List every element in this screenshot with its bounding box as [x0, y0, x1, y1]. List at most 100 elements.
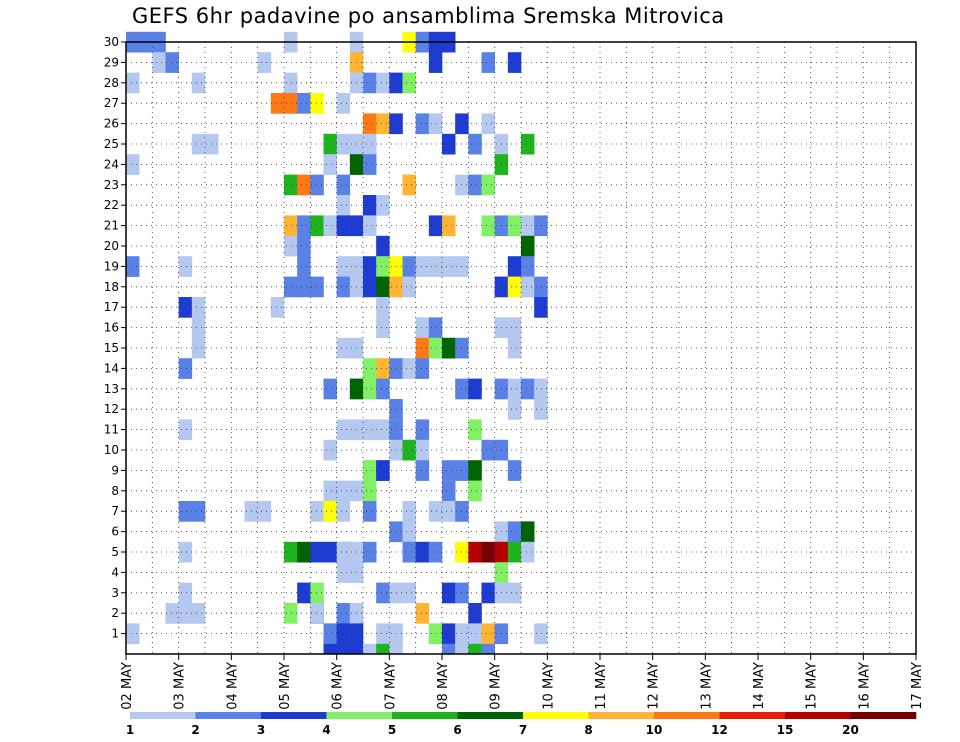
y-tick-label: 15	[104, 341, 119, 355]
cell-mark	[534, 276, 548, 298]
colorbar-label: 1	[126, 723, 134, 737]
cell-mark	[363, 501, 377, 522]
y-tick-label: 28	[104, 76, 119, 90]
cell-mark	[415, 358, 430, 379]
chart-title: GEFS 6hr padavine po ansamblima Sremska …	[132, 4, 725, 28]
y-tick-label: 18	[104, 280, 119, 294]
cell-mark	[376, 643, 390, 655]
cell-mark	[191, 337, 206, 359]
cell-mark	[428, 623, 443, 645]
y-tick-label: 24	[104, 157, 119, 171]
cells-layer	[126, 31, 548, 655]
cell-mark	[310, 174, 324, 196]
cell-mark	[336, 643, 351, 655]
cell-mark	[363, 215, 377, 237]
y-tick-label: 19	[104, 259, 119, 273]
cell-mark	[284, 276, 298, 298]
cell-mark	[521, 215, 535, 237]
cell-mark	[310, 582, 324, 604]
cell-mark	[428, 215, 443, 237]
cell-mark	[507, 256, 522, 277]
cell-mark	[428, 337, 443, 359]
cell-mark	[178, 256, 193, 277]
cell-mark	[376, 358, 390, 379]
cell-mark	[323, 154, 337, 175]
cell-mark	[481, 174, 495, 196]
cell-mark	[363, 276, 377, 298]
y-tick-label: 20	[104, 239, 119, 253]
cell-mark	[507, 337, 522, 359]
y-tick-label: 4	[111, 565, 119, 579]
cell-mark	[428, 317, 443, 339]
cell-mark	[521, 378, 535, 400]
colorbar-label: 3	[257, 723, 265, 737]
cell-mark	[152, 52, 166, 73]
x-tick-label: 05 MAY	[278, 662, 293, 710]
cell-mark	[297, 276, 311, 298]
cell-mark	[376, 419, 390, 441]
cell-mark	[297, 93, 311, 114]
x-tick-label: 15 MAY	[805, 662, 820, 710]
cell-mark	[284, 235, 298, 257]
cell-mark	[323, 133, 337, 155]
cell-mark	[455, 643, 469, 655]
y-tick-label: 3	[111, 586, 119, 600]
cell-mark	[521, 276, 535, 298]
cell-mark	[534, 297, 548, 318]
y-tick-label: 11	[104, 423, 119, 437]
cell-mark	[363, 419, 377, 441]
y-tick-label: 22	[104, 198, 119, 212]
cell-mark	[521, 235, 535, 257]
cell-mark	[481, 541, 495, 563]
colorbar-label: 6	[453, 723, 461, 737]
cell-mark	[507, 317, 522, 339]
cell-mark	[402, 72, 416, 94]
cell-mark	[428, 256, 443, 277]
y-axis: 1234567891011121314151617181920212223242…	[104, 35, 126, 641]
cell-mark	[521, 521, 535, 543]
cell-mark	[284, 72, 298, 94]
x-tick-label: 04 MAY	[225, 662, 240, 710]
cell-mark	[428, 541, 443, 563]
cell-mark	[284, 93, 298, 114]
cell-mark	[349, 643, 364, 655]
cell-mark	[363, 541, 377, 563]
cell-mark	[363, 154, 377, 175]
y-tick-label: 10	[104, 443, 119, 457]
cell-mark	[336, 480, 351, 502]
x-tick-label: 08 MAY	[436, 662, 451, 710]
cell-mark	[507, 521, 522, 543]
cell-mark	[402, 276, 416, 298]
cell-mark	[442, 215, 456, 237]
x-tick-label: 09 MAY	[489, 662, 504, 710]
cell-mark	[534, 215, 548, 237]
cell-mark	[415, 439, 430, 461]
cell-mark	[336, 419, 351, 441]
cell-mark	[481, 52, 495, 73]
cell-mark	[336, 501, 351, 522]
y-tick-label: 5	[111, 545, 119, 559]
cell-mark	[415, 113, 430, 135]
cell-mark	[310, 501, 324, 522]
cell-mark	[481, 439, 495, 461]
y-tick-label: 29	[104, 55, 119, 69]
x-tick-label: 06 MAY	[331, 662, 346, 710]
cell-mark	[336, 623, 351, 645]
cell-mark	[310, 603, 324, 624]
cell-mark	[376, 113, 390, 135]
cell-mark	[389, 643, 403, 655]
cell-mark	[415, 460, 430, 481]
cell-mark	[468, 603, 482, 624]
y-tick-label: 27	[104, 96, 119, 110]
y-tick-label: 1	[111, 627, 119, 641]
colorbar-label: 15	[777, 723, 794, 737]
x-tick-label: 16 MAY	[857, 662, 872, 710]
cell-mark	[507, 399, 522, 420]
x-tick-label: 03 MAY	[173, 662, 188, 710]
cell-mark	[178, 419, 193, 441]
x-tick-label: 02 MAY	[120, 662, 135, 710]
cell-mark	[376, 460, 390, 481]
cell-mark	[376, 256, 390, 277]
cell-mark	[402, 541, 416, 563]
x-tick-label: 11 MAY	[594, 662, 609, 710]
